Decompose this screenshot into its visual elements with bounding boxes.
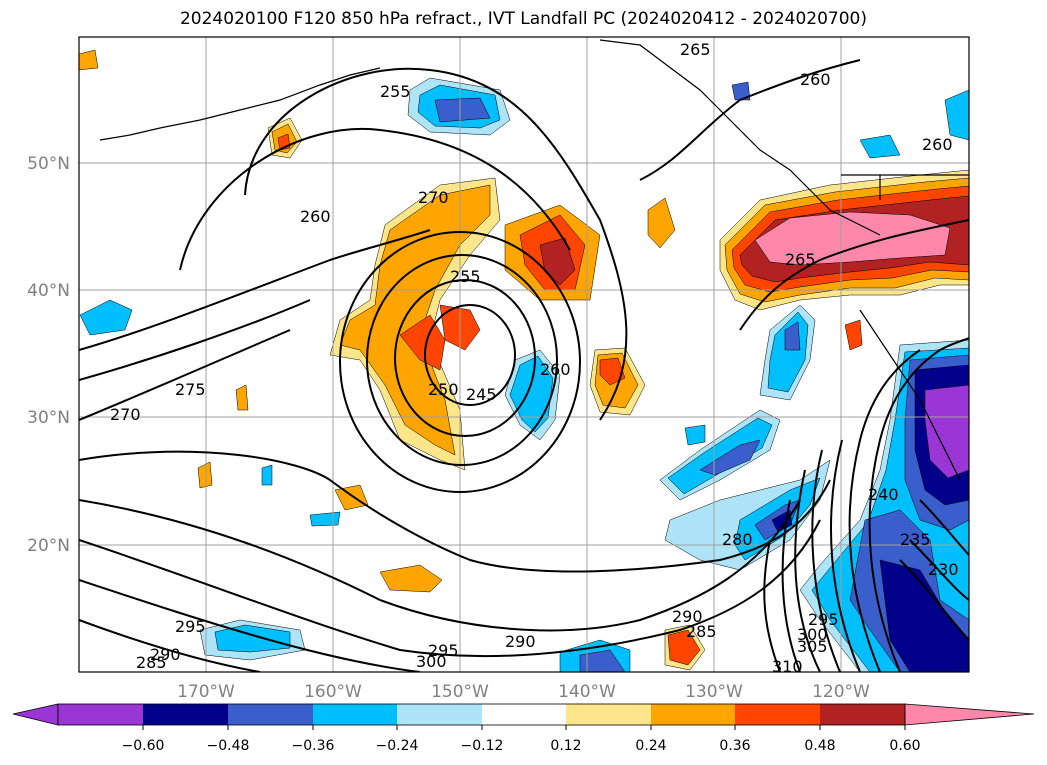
lat-label-30n: 30°N: [27, 408, 70, 428]
map-frame: [78, 36, 970, 673]
contour-label: 295: [428, 641, 459, 660]
colorbar-tick-label: −0.48: [207, 738, 250, 754]
ivt-contours: [79, 59, 969, 672]
colorbar-ticks: [142, 725, 906, 730]
colorbar-segment: [397, 704, 482, 725]
contour-label: 235: [900, 530, 931, 549]
contour-label: 260: [800, 70, 831, 89]
colorbar-tick-label: −0.12: [461, 738, 504, 754]
graticule: [79, 37, 969, 672]
colorbar-tick-label: 0.24: [635, 738, 666, 754]
colorbar-tick-label: −0.60: [122, 738, 165, 754]
contour-label: 250: [428, 380, 459, 399]
contour-label: 265: [785, 250, 816, 269]
contour-label: 300: [797, 625, 828, 644]
contour-label: 285: [136, 653, 167, 672]
contour-label: 290: [505, 632, 536, 651]
contour-label: 255: [450, 267, 481, 286]
colorbar-segment: [651, 704, 735, 725]
contour-label: 300: [416, 652, 447, 671]
colorbar-tick-label: −0.24: [376, 738, 419, 754]
contour-label: 265: [680, 40, 711, 59]
contour-label: 295: [175, 617, 206, 636]
refractivity-shading: [79, 49, 969, 672]
contour-label: 260: [300, 207, 331, 226]
contour-label: 255: [380, 82, 411, 101]
contour-labels: 265 260 255 260 270 255 260 250 245 275 …: [110, 40, 959, 676]
lon-label-150w: 150°W: [431, 682, 489, 702]
contour-label: 275: [175, 380, 206, 399]
colorbar-segment: [58, 704, 143, 725]
contour-label: 245: [466, 385, 497, 404]
colorbar: −0.60 −0.48 −0.36 −0.24 −0.12 0.12 0.24 …: [12, 703, 1035, 754]
colorbar-segment: [566, 704, 651, 725]
contour-label: 290: [672, 607, 703, 626]
contour-label: 230: [928, 560, 959, 579]
contour-label: 305: [797, 637, 828, 656]
colorbar-tick-label: 0.36: [719, 738, 750, 754]
lat-label-20n: 20°N: [27, 536, 70, 556]
colorbar-segment: [820, 704, 905, 725]
contour-label: 285: [686, 622, 717, 641]
contour-label: 270: [110, 405, 141, 424]
colorbar-extend-left: [12, 703, 59, 726]
longitude-labels: 170°W 160°W 150°W 140°W 130°W 120°W: [177, 682, 870, 702]
colorbar-extend-right: [904, 703, 1035, 726]
contour-label: 260: [922, 135, 953, 154]
contour-label: 270: [418, 188, 449, 207]
lon-label-140w: 140°W: [558, 682, 616, 702]
lon-label-120w: 120°W: [812, 682, 870, 702]
colorbar-tick-label: 0.60: [889, 738, 920, 754]
contour-label: 260: [540, 360, 571, 379]
contour-label: 295: [808, 610, 839, 629]
colorbar-segment: [313, 704, 397, 725]
map-area: 265 260 255 260 270 255 260 250 245 275 …: [79, 37, 969, 676]
colorbar-segment: [482, 704, 566, 725]
colorbar-segment: [228, 704, 313, 725]
contour-label: 290: [150, 645, 181, 664]
lat-label-40n: 40°N: [27, 281, 70, 301]
contour-label: 280: [722, 530, 753, 549]
lon-label-170w: 170°W: [177, 682, 235, 702]
coastlines: [99, 39, 969, 481]
colorbar-tick-label: 0.12: [550, 738, 581, 754]
contour-label: 310: [772, 657, 803, 676]
colorbar-segment: [735, 704, 820, 725]
lat-label-50n: 50°N: [27, 154, 70, 174]
contour-label: 240: [868, 485, 899, 504]
latitude-labels: 50°N 40°N 30°N 20°N: [27, 154, 70, 556]
colorbar-tick-label: −0.36: [292, 738, 335, 754]
lon-label-130w: 130°W: [685, 682, 743, 702]
lon-label-160w: 160°W: [304, 682, 362, 702]
colorbar-segment: [143, 704, 228, 725]
colorbar-tick-label: 0.48: [804, 738, 835, 754]
map-title: 2024020100 F120 850 hPa refract., IVT La…: [179, 9, 867, 29]
